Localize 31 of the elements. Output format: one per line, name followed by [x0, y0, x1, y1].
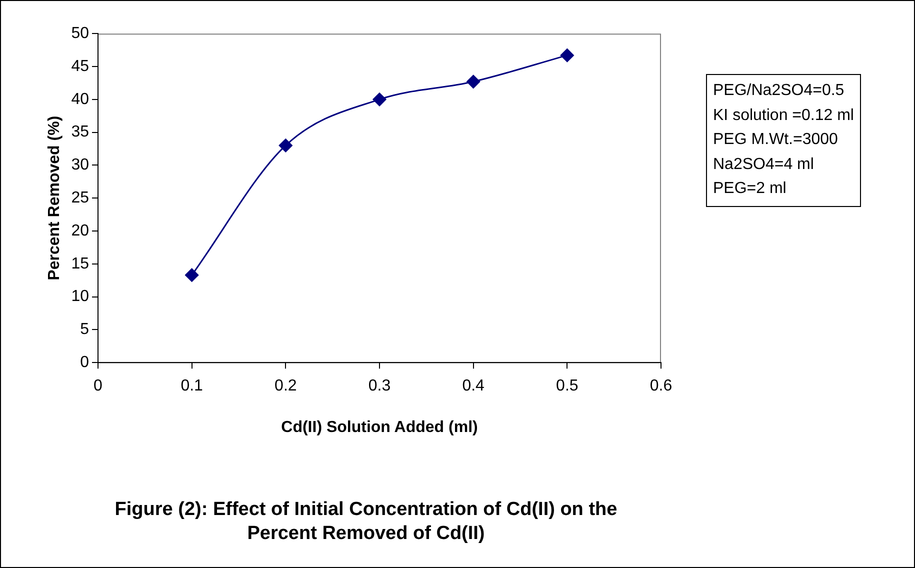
y-tick-label: 0: [80, 354, 90, 372]
y-tick-label: 45: [71, 58, 90, 75]
x-tick-label: 0.2: [274, 378, 297, 395]
x-tick-label: 0.1: [180, 378, 204, 395]
y-tick-label: 40: [71, 90, 90, 108]
y-tick-label: 5: [80, 321, 90, 338]
x-tick-label: 0.4: [462, 378, 485, 395]
y-tick-label: 20: [71, 222, 90, 240]
point: [560, 48, 574, 62]
point: [466, 74, 480, 88]
y-axis-title: Percent Removed (%): [46, 116, 64, 280]
y-tick-label: 10: [71, 288, 90, 306]
y-tick-label: 30: [71, 156, 90, 174]
text: KI solution =0.12 ml: [713, 106, 854, 126]
point: [185, 268, 199, 282]
text: PEG M.Wt.=3000: [713, 130, 839, 150]
x-tick-label: 0.5: [556, 378, 578, 395]
x-tick-label: 0.6: [650, 378, 672, 395]
x-tick-label: 0.3: [368, 378, 391, 395]
text: PEG/Na2SO4=0.5: [713, 81, 846, 101]
text: Na2SO4=4 ml: [713, 154, 815, 174]
x-tick-label: 0: [94, 378, 103, 395]
y-tick-label: 35: [71, 124, 90, 141]
x-axis-title: Cd(II) Solution Added (ml): [281, 418, 478, 436]
point: [278, 138, 292, 152]
point: [372, 92, 386, 106]
text: PEG=2 ml: [713, 179, 788, 199]
y-tick-label: 50: [71, 25, 90, 42]
y-tick-label: 25: [71, 190, 90, 207]
y-tick-label: 15: [71, 255, 90, 272]
text: Figure (2): Effect of Initial Concentration of Cd(II) on the Percent Removed of Cd(II): [114, 498, 618, 546]
